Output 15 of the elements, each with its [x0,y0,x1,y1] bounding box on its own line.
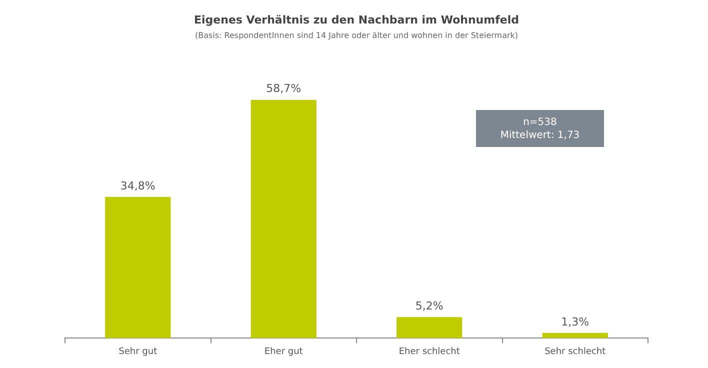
data-label: 34,8% [120,179,156,192]
chart-title: Eigenes Verhältnis zu den Nachbarn im Wohnumfeld [194,13,519,26]
x-tick-label: Sehr gut [118,346,158,357]
x-tick-label: Sehr schlecht [544,346,606,357]
data-label: 58,7% [266,82,302,96]
bar [542,332,608,338]
x-tick-label: Eher gut [264,346,304,357]
bar [250,100,316,338]
bar [396,317,462,338]
note-box: n=538 Mittelwert: 1,73 [476,110,604,147]
chart-subtitle: (Basis: RespondentInnen sind 14 Jahre oder älter und wohnen in der Steiermark) [194,31,518,40]
x-tick-label: Eher schlecht [398,346,460,357]
data-label: 1,3% [561,315,590,328]
bar [105,196,171,338]
data-label: 5,2% [415,299,444,312]
